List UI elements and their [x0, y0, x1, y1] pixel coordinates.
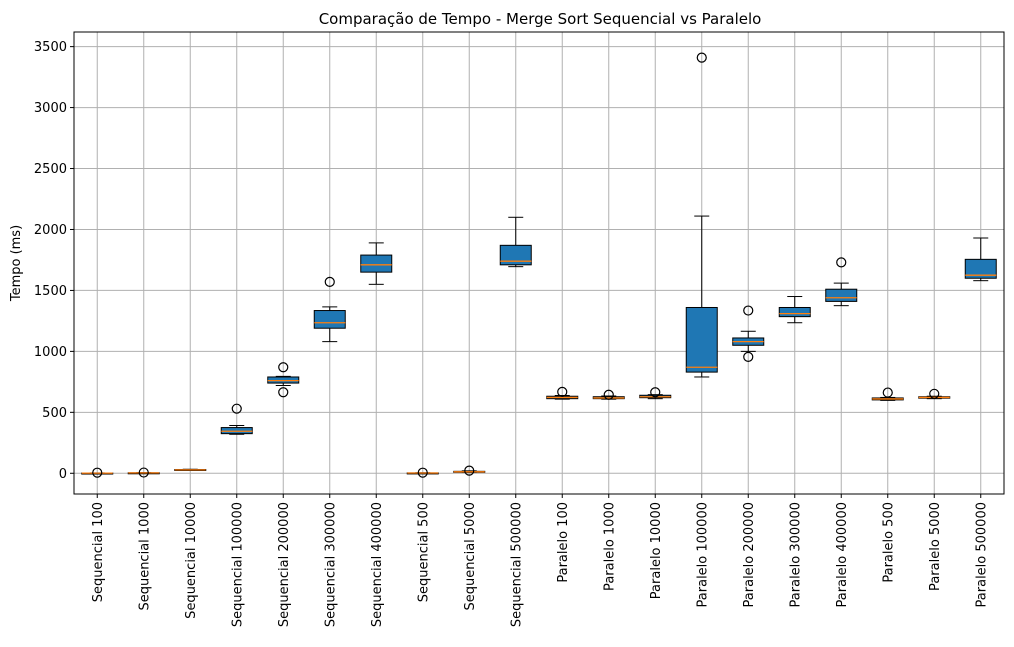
y-tick-label: 1000 [34, 345, 67, 360]
box-4 [220, 403, 253, 435]
box-20 [964, 237, 997, 282]
x-tick-label: Sequencial 1000 [137, 502, 152, 611]
outlier-point [696, 52, 707, 63]
box-19 [918, 388, 951, 400]
outlier-point [464, 465, 475, 476]
outlier-point [882, 387, 893, 398]
box-5 [267, 362, 300, 398]
box-iqr [499, 244, 532, 266]
y-axis-label: Tempo (ms) [9, 225, 24, 302]
y-tick-label: 1500 [34, 284, 67, 299]
box-14 [685, 52, 718, 378]
outlier-point [743, 305, 754, 316]
y-tick-label: 2500 [34, 162, 67, 177]
box-3 [174, 468, 207, 471]
x-tick-label: Sequencial 100 [91, 502, 106, 602]
box-iqr [964, 258, 997, 279]
grid-lines [74, 32, 1004, 494]
x-tick-label: Paralelo 1000 [602, 502, 617, 591]
box-2 [127, 467, 160, 478]
plot-frame [73, 31, 1005, 495]
box-iqr [360, 254, 393, 273]
box-17 [825, 257, 858, 307]
chart-title: Comparação de Tempo - Merge Sort Sequenc… [319, 10, 762, 28]
x-tick-label: Sequencial 500000 [509, 502, 524, 627]
x-tick-label: Sequencial 5000 [463, 502, 478, 611]
x-tick-label: Paralelo 100 [556, 502, 571, 583]
box-9 [453, 465, 486, 476]
box-series [81, 52, 997, 478]
x-tick-label: Paralelo 400000 [835, 502, 850, 607]
outlier-point [603, 389, 614, 400]
box-18 [871, 387, 904, 401]
box-13 [639, 387, 672, 400]
x-tick-label: Sequencial 400000 [370, 502, 385, 627]
x-tick-label: Sequencial 500 [416, 502, 431, 602]
box-iqr [825, 288, 858, 302]
x-tick-label: Paralelo 200000 [742, 502, 757, 607]
box-6 [313, 276, 346, 343]
box-iqr [685, 306, 718, 373]
outlier-point [231, 403, 242, 414]
box-10 [499, 216, 532, 268]
outlier-point [92, 467, 103, 478]
box-iqr [313, 310, 346, 329]
y-tick-label: 500 [42, 406, 67, 421]
box-8 [406, 467, 439, 478]
box-7 [360, 242, 393, 285]
outlier-point [278, 362, 289, 373]
outlier-point [650, 387, 661, 398]
x-tick-label: Paralelo 100000 [695, 502, 710, 607]
x-axis-ticks: Sequencial 100 Sequencial 1000 Sequencial … [91, 494, 989, 627]
box-11 [546, 386, 579, 400]
x-tick-label: Paralelo 10000 [649, 502, 664, 599]
y-tick-label: 3500 [34, 40, 67, 55]
y-tick-label: 2000 [34, 223, 67, 238]
box-iqr [778, 306, 811, 318]
outlier-point [324, 276, 335, 287]
x-tick-label: Paralelo 5000 [928, 502, 943, 591]
outlier-point [929, 388, 940, 399]
outlier-point [417, 467, 428, 478]
outlier-point [278, 387, 289, 398]
box-1 [81, 467, 114, 478]
y-tick-label: 3000 [34, 101, 67, 116]
outlier-point [138, 467, 149, 478]
x-tick-label: Paralelo 500 [881, 502, 896, 583]
x-tick-label: Paralelo 500000 [974, 502, 989, 607]
y-axis-ticks: 0 500 1000 1500 2000 2500 3000 3500 [34, 40, 74, 482]
x-tick-label: Sequencial 100000 [230, 502, 245, 627]
y-tick-label: 0 [59, 467, 67, 482]
x-tick-label: Sequencial 300000 [323, 502, 338, 627]
box-16 [778, 296, 811, 324]
x-tick-label: Sequencial 10000 [184, 502, 199, 619]
box-15 [732, 305, 765, 362]
box-12 [592, 389, 625, 400]
x-tick-label: Paralelo 300000 [788, 502, 803, 607]
outlier-point [743, 351, 754, 362]
outlier-point [557, 386, 568, 397]
x-tick-label: Sequencial 200000 [277, 502, 292, 627]
outlier-point [836, 257, 847, 268]
